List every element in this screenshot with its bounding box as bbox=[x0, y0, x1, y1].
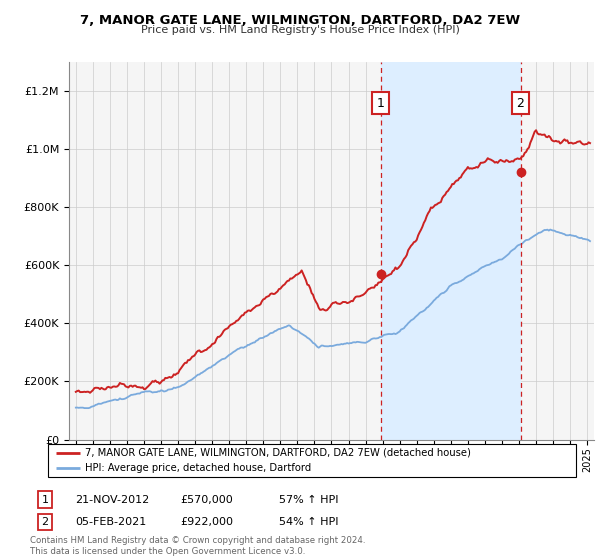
Text: Contains HM Land Registry data © Crown copyright and database right 2024.
This d: Contains HM Land Registry data © Crown c… bbox=[30, 536, 365, 556]
Text: 2: 2 bbox=[517, 97, 524, 110]
Text: Price paid vs. HM Land Registry's House Price Index (HPI): Price paid vs. HM Land Registry's House … bbox=[140, 25, 460, 35]
Text: 05-FEB-2021: 05-FEB-2021 bbox=[75, 517, 146, 527]
Text: 1: 1 bbox=[377, 97, 385, 110]
Text: £570,000: £570,000 bbox=[180, 494, 233, 505]
Text: 54% ↑ HPI: 54% ↑ HPI bbox=[279, 517, 338, 527]
Text: HPI: Average price, detached house, Dartford: HPI: Average price, detached house, Dart… bbox=[85, 463, 311, 473]
Text: 7, MANOR GATE LANE, WILMINGTON, DARTFORD, DA2 7EW: 7, MANOR GATE LANE, WILMINGTON, DARTFORD… bbox=[80, 14, 520, 27]
Text: 1: 1 bbox=[41, 494, 49, 505]
Text: 57% ↑ HPI: 57% ↑ HPI bbox=[279, 494, 338, 505]
Text: 2: 2 bbox=[41, 517, 49, 527]
Text: 7, MANOR GATE LANE, WILMINGTON, DARTFORD, DA2 7EW (detached house): 7, MANOR GATE LANE, WILMINGTON, DARTFORD… bbox=[85, 447, 471, 458]
FancyBboxPatch shape bbox=[48, 444, 576, 477]
Text: £922,000: £922,000 bbox=[180, 517, 233, 527]
Text: 21-NOV-2012: 21-NOV-2012 bbox=[75, 494, 149, 505]
